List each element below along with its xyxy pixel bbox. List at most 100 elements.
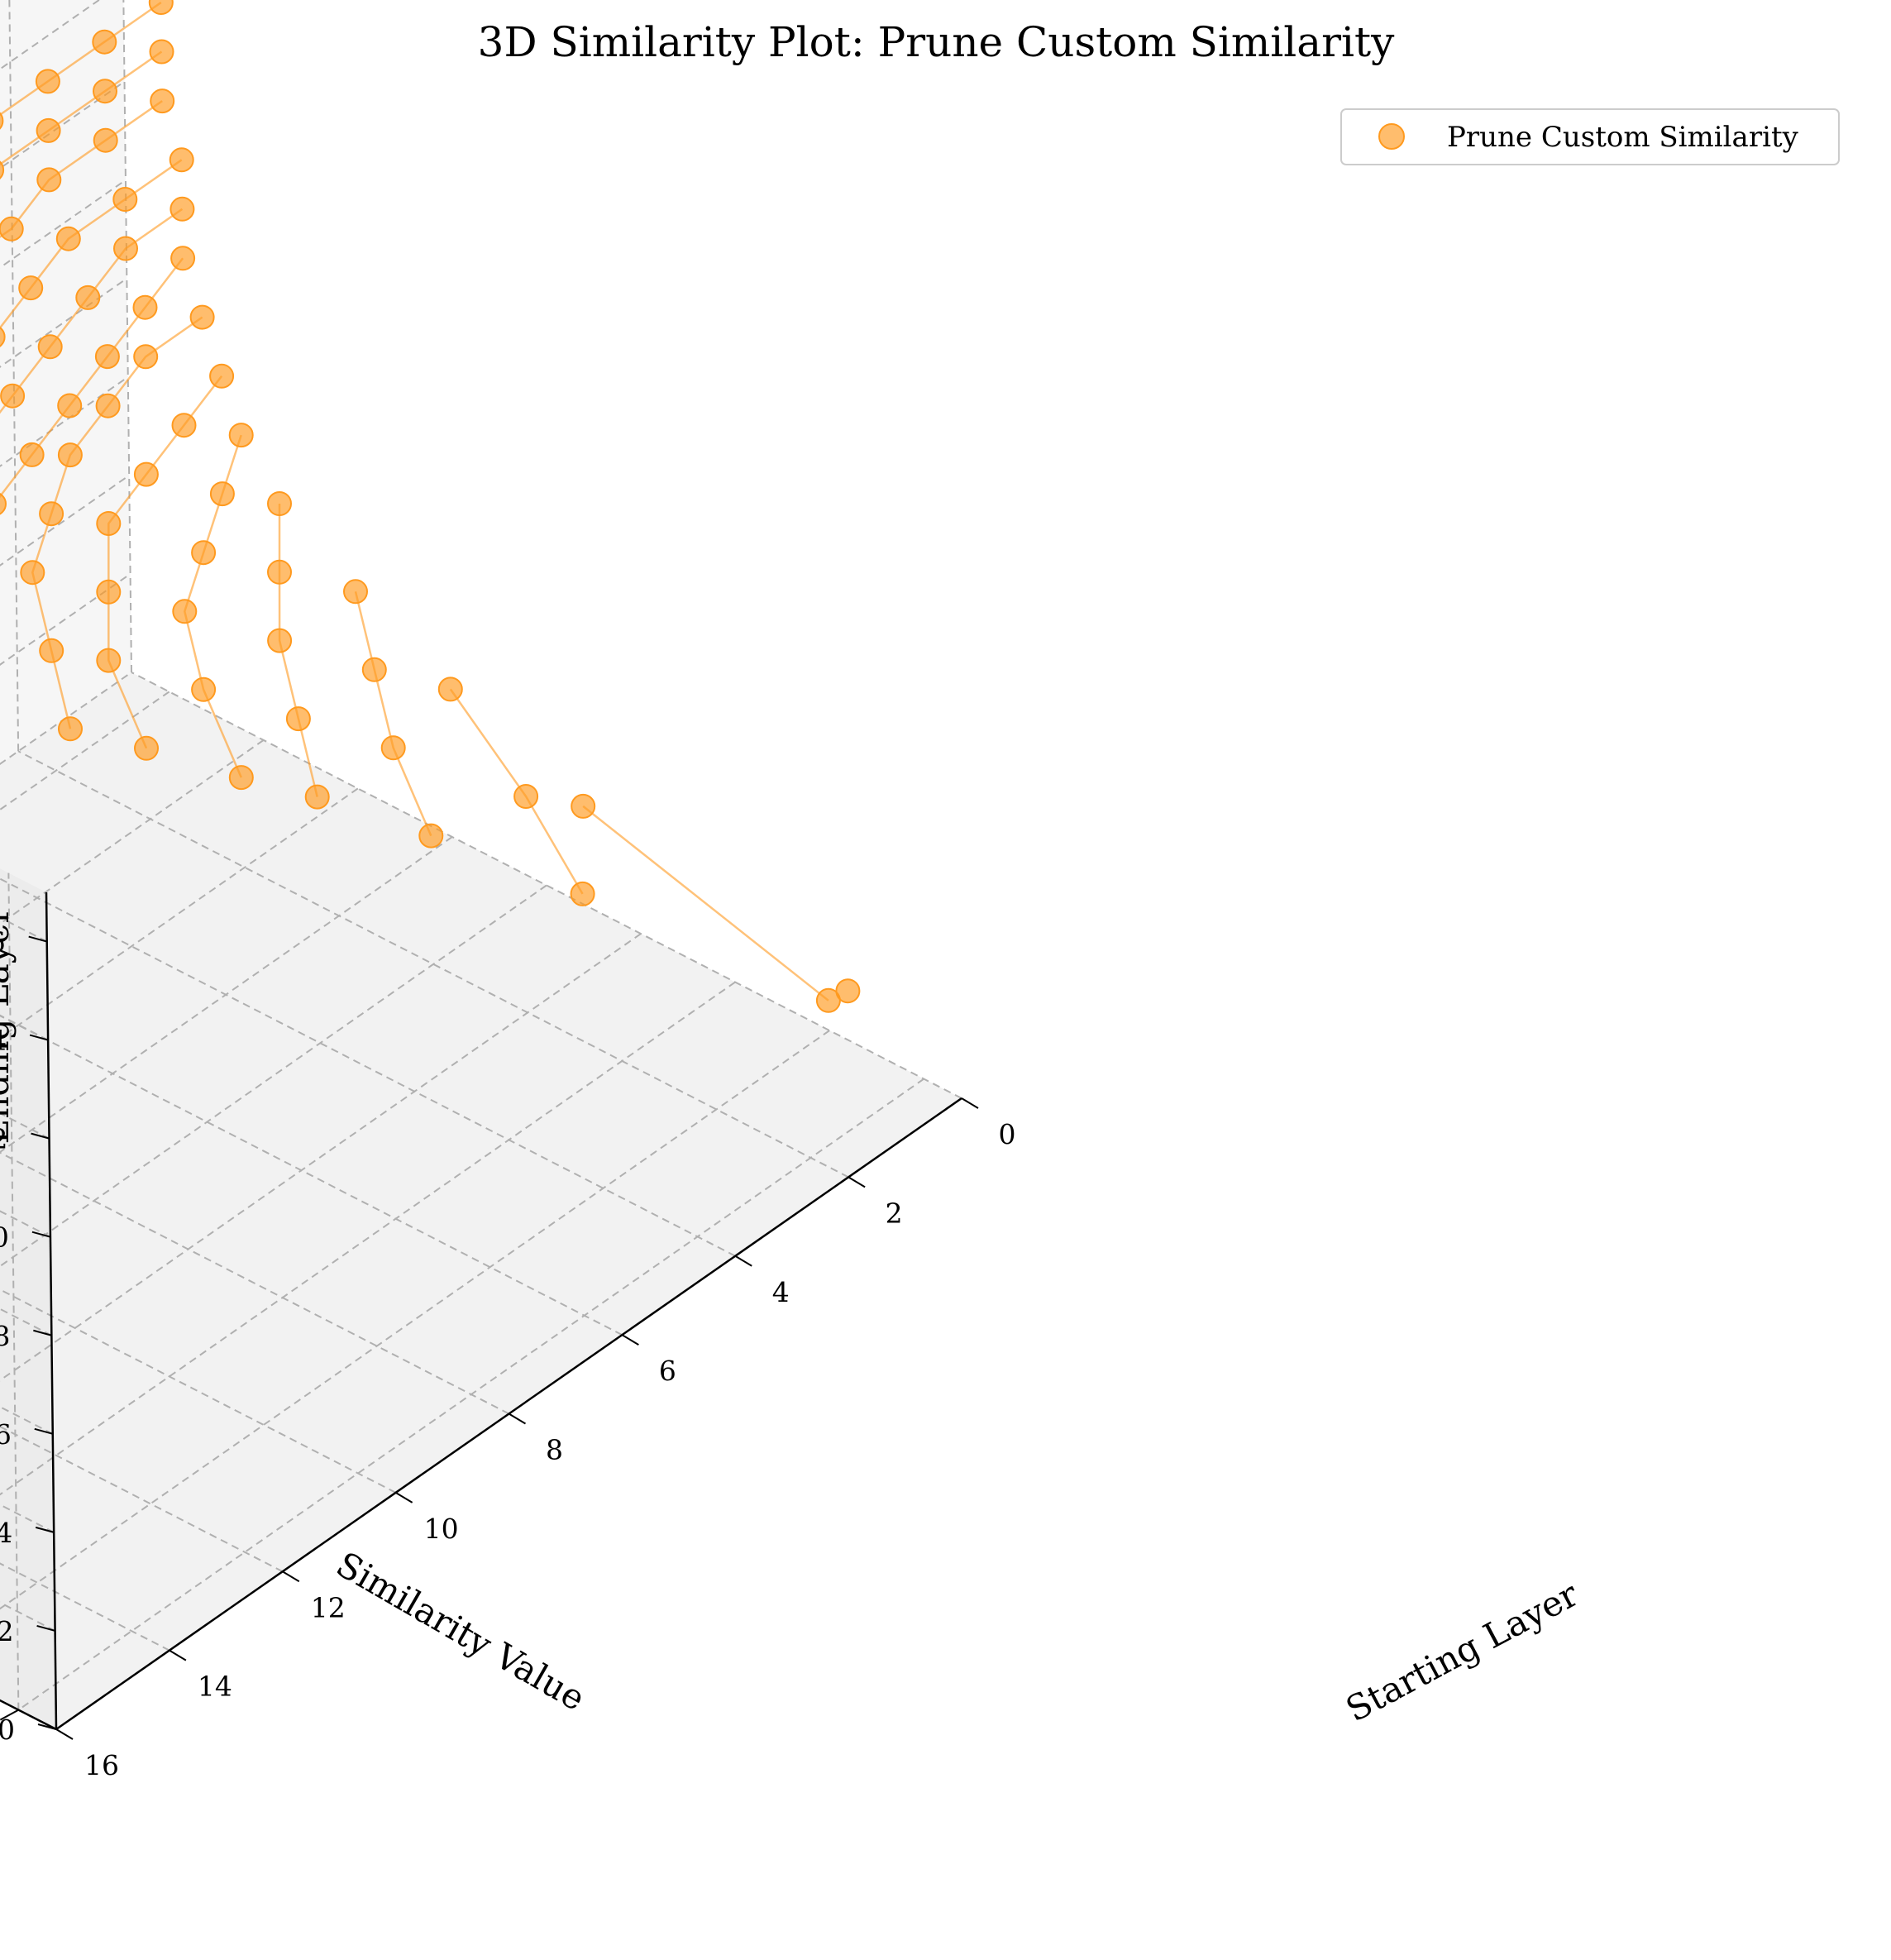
z-tick-label: 4	[0, 1517, 12, 1549]
data-point	[57, 442, 83, 468]
x-tick	[282, 1570, 300, 1583]
x-tick-label: 0	[999, 1118, 1016, 1150]
data-point	[228, 765, 254, 791]
data-point	[0, 216, 24, 241]
z-tick-label: 8	[0, 1320, 10, 1352]
z-tick	[34, 1427, 54, 1435]
left-wall-pane	[0, 868, 56, 1729]
x-tick	[508, 1413, 527, 1425]
grid-x-floor	[0, 1288, 397, 1494]
data-point	[37, 334, 63, 360]
data-point	[112, 187, 138, 212]
data-point	[267, 559, 292, 585]
grid-x-wall	[8, 0, 20, 752]
x-tick-label: 10	[424, 1513, 459, 1545]
data-point	[285, 706, 311, 732]
z-tick	[31, 1231, 51, 1238]
z-tick	[35, 1526, 55, 1533]
grid-y-floor	[17, 1078, 924, 1711]
legend-frame	[1340, 108, 1840, 165]
data-point	[93, 79, 117, 104]
y-axis-label: Similarity Value	[330, 1544, 592, 1719]
data-point	[36, 117, 61, 143]
data-point	[172, 599, 198, 624]
data-point	[148, 0, 174, 15]
data-point	[132, 294, 158, 320]
z-tick-label: 0	[0, 1714, 15, 1746]
z-tick	[29, 1034, 49, 1041]
x-tick-label: 6	[659, 1355, 676, 1387]
z-tick-label: 12	[0, 1123, 8, 1155]
x-tick	[169, 1649, 187, 1661]
grid-x-floor	[0, 877, 736, 1257]
grid-x-floor	[17, 750, 849, 1178]
data-point	[58, 716, 83, 742]
data-point	[96, 511, 122, 536]
data-point	[96, 648, 122, 673]
z-tick-label: 6	[0, 1418, 12, 1451]
data-point	[93, 127, 118, 153]
z-tick	[36, 1624, 55, 1632]
data-point	[209, 363, 235, 389]
grid-x-floor	[0, 1015, 623, 1336]
data-point	[95, 393, 121, 418]
legend: Prune Custom Similarity	[1340, 108, 1840, 165]
series-line	[0, 208, 184, 414]
legend-marker	[1378, 123, 1405, 150]
grid-lines	[0, 0, 962, 1730]
data-point	[267, 491, 292, 516]
x-tick	[961, 1097, 979, 1109]
floor-pane	[0, 672, 962, 1729]
data-point	[191, 676, 217, 702]
data-point	[571, 793, 596, 819]
grid-x-floor	[0, 1562, 170, 1652]
x-tick	[55, 1728, 74, 1740]
data-point	[36, 167, 62, 193]
data-point	[0, 493, 7, 515]
z-tick-label: 14	[0, 1025, 7, 1057]
tick-labels: 02468101214160.300.350.400.450.500.550.6…	[0, 926, 1016, 1782]
tick-marks	[0, 935, 979, 1740]
data-point	[0, 326, 6, 347]
data-point	[437, 676, 463, 702]
data-point	[39, 638, 64, 663]
data-point	[304, 784, 330, 810]
data-point	[18, 275, 44, 301]
data-point	[170, 246, 196, 271]
legend-label: Prune Custom Similarity	[1447, 121, 1799, 154]
data-point	[55, 226, 81, 251]
data-point	[39, 501, 64, 527]
grid-y-wall	[7, 872, 20, 1710]
chart-title: 3D Similarity Plot: Prune Custom Similar…	[478, 18, 1395, 66]
data-point	[133, 461, 159, 487]
data-point	[134, 735, 159, 761]
grid-y-floor	[0, 933, 642, 1382]
data-point	[169, 147, 194, 173]
z-tick-label: 16	[0, 926, 6, 958]
x-tick-label: 8	[546, 1434, 563, 1466]
x-tick	[621, 1334, 639, 1346]
data-point	[19, 442, 45, 467]
x-tick-label: 16	[84, 1749, 119, 1781]
data-point	[209, 481, 235, 507]
axis-panes	[0, 0, 962, 1729]
x-tick-label: 2	[886, 1197, 903, 1229]
grid-x-floor	[131, 672, 962, 1099]
x-tick	[848, 1176, 866, 1188]
grid-y-floor	[0, 1030, 830, 1610]
x-tick-label: 12	[311, 1591, 346, 1623]
series-line	[582, 805, 829, 1002]
z-tick	[37, 1723, 57, 1730]
data-point	[96, 579, 122, 605]
grid-y-floor	[0, 981, 736, 1496]
data-point	[150, 88, 175, 114]
z-axis-line	[45, 892, 58, 1730]
data-point	[0, 160, 5, 179]
z-tick	[28, 935, 47, 943]
data-point	[57, 393, 83, 418]
data-point	[20, 560, 45, 586]
grid-y-floor	[0, 884, 547, 1268]
data-point	[133, 344, 159, 370]
